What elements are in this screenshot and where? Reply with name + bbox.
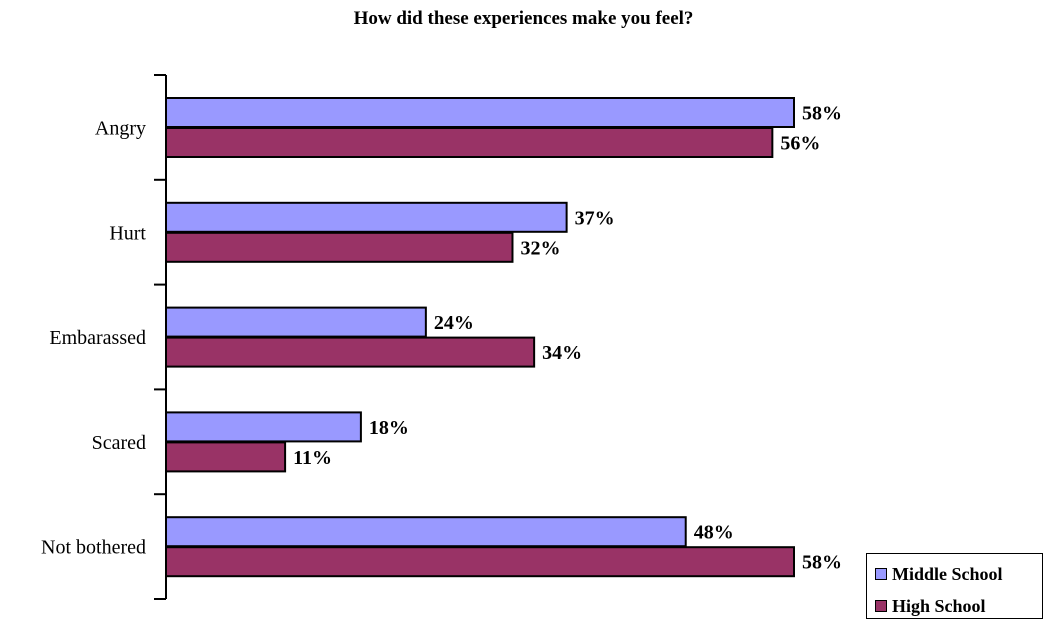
- category-label: Angry: [95, 118, 146, 140]
- bar: [165, 306, 427, 338]
- legend-label-middle-school: Middle School: [892, 563, 1003, 584]
- bar: [165, 231, 514, 263]
- bar: [165, 516, 687, 548]
- labels-layer: Angry 58% 56% Hurt 37% 32% Embarassed 24% 34% Sca…: [41, 103, 842, 574]
- legend-item-middle-school: Middle School: [875, 563, 1003, 585]
- bar: [165, 97, 795, 128]
- legend-swatch-middle-school: [875, 568, 887, 580]
- data-label: 48%: [694, 522, 734, 544]
- bar: [165, 127, 774, 158]
- category-label: Scared: [92, 432, 146, 454]
- bar: [165, 441, 287, 473]
- category-label: Embarassed: [49, 327, 146, 349]
- bar: [165, 336, 536, 368]
- axis-layer: [154, 74, 167, 600]
- category-label: Not bothered: [41, 537, 146, 559]
- legend-swatch-high-school: [875, 600, 887, 612]
- bar: [165, 411, 362, 443]
- data-label: 37%: [575, 207, 615, 229]
- data-label: 32%: [520, 237, 560, 259]
- data-label: 24%: [434, 312, 474, 334]
- legend-label-high-school: High School: [892, 595, 986, 616]
- bars-layer: [165, 97, 795, 578]
- data-label: 56%: [780, 133, 820, 155]
- data-label: 58%: [802, 103, 842, 125]
- data-label: 34%: [542, 342, 582, 364]
- legend: Middle School High School: [866, 553, 1043, 619]
- bar: [165, 546, 795, 578]
- chart-title: How did these experiences make you feel?: [353, 8, 694, 29]
- legend-item-high-school: High School: [875, 595, 986, 617]
- data-label: 58%: [802, 552, 842, 574]
- bar: [165, 201, 568, 233]
- category-label: Hurt: [109, 222, 146, 244]
- data-label: 18%: [369, 417, 409, 439]
- data-label: 11%: [293, 447, 332, 469]
